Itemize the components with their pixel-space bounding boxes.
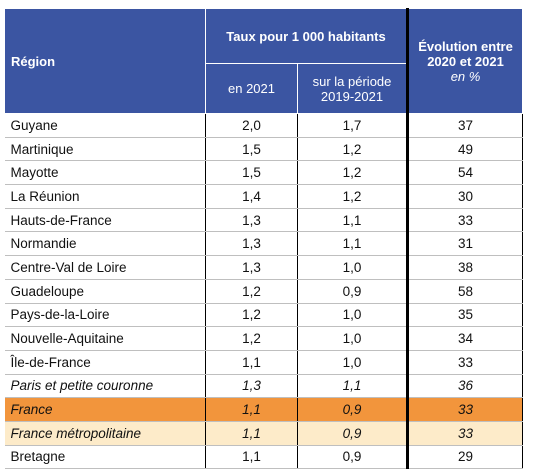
region-cell: Nouvelle-Aquitaine xyxy=(4,326,206,351)
table-row: Mayotte 1,5 1,2 54 xyxy=(4,160,524,186)
rate-2021-cell: 1,4 xyxy=(205,184,298,209)
table-row: France métropolitaine 1,1 0,9 33 xyxy=(4,421,524,446)
rate-period-cell: 1,1 xyxy=(296,374,408,399)
rate-period-cell: 1,0 xyxy=(296,303,408,328)
rate-2021-cell: 1,1 xyxy=(205,445,298,469)
table-body: Guyane 2,0 1,7 37 Martinique 1,5 1,2 49 Mayotte 1… xyxy=(4,113,524,469)
region-cell: Mayotte xyxy=(4,160,206,186)
rate-2021-cell: 1,5 xyxy=(205,160,298,186)
rate-period-cell: 1,1 xyxy=(296,208,408,233)
rate-2021-cell: 1,3 xyxy=(205,255,298,280)
header-rate-2021: en 2021 xyxy=(205,63,298,114)
evolution-cell: 33 xyxy=(406,208,524,233)
evolution-cell: 37 xyxy=(406,113,524,138)
rate-period-cell: 1,0 xyxy=(296,326,408,351)
rate-period-cell: 1,2 xyxy=(296,184,408,209)
evolution-cell: 36 xyxy=(406,374,524,399)
rate-period-cell: 1,0 xyxy=(296,255,408,280)
region-cell: Pays-de-la-Loire xyxy=(4,303,206,328)
table-row: Guyane 2,0 1,7 37 xyxy=(4,113,524,138)
rate-period-cell: 1,0 xyxy=(296,350,408,375)
region-cell: France métropolitaine xyxy=(4,421,206,446)
evolution-cell: 33 xyxy=(406,350,524,375)
table-row: Nouvelle-Aquitaine 1,2 1,0 34 xyxy=(4,326,524,351)
region-cell: Paris et petite couronne xyxy=(4,374,206,399)
evolution-cell: 33 xyxy=(406,421,524,446)
region-cell: Hauts-de-France xyxy=(4,208,206,233)
rate-2021-cell: 1,1 xyxy=(205,350,298,375)
rate-2021-cell: 1,2 xyxy=(205,279,298,304)
evolution-cell: 58 xyxy=(406,279,524,304)
header-evolution: Évolution entre 2020 et 2021 xyxy=(418,38,513,69)
table-row: Île-de-France 1,1 1,0 33 xyxy=(4,350,524,375)
rate-2021-cell: 1,2 xyxy=(205,303,298,328)
header-rate-period: sur la période 2019-2021 xyxy=(296,63,409,114)
region-cell: Martinique xyxy=(4,137,206,162)
evolution-cell: 54 xyxy=(406,160,524,186)
table-row: Hauts-de-France 1,3 1,1 33 xyxy=(4,208,524,233)
evolution-cell: 34 xyxy=(406,326,524,351)
table-row: France 1,1 0,9 33 xyxy=(4,397,524,422)
header-rate: Taux pour 1 000 habitants xyxy=(204,8,409,64)
region-cell: Île-de-France xyxy=(4,350,206,375)
table-row: La Réunion 1,4 1,2 30 xyxy=(4,184,524,209)
rate-2021-cell: 1,3 xyxy=(205,374,298,399)
table-row: Martinique 1,5 1,2 49 xyxy=(4,137,524,162)
header-region: Région xyxy=(4,8,206,114)
rate-period-cell: 1,2 xyxy=(296,137,408,162)
evolution-cell: 35 xyxy=(406,303,524,328)
table-wrap: Région Taux pour 1 000 habitants Évoluti… xyxy=(4,8,524,469)
rate-2021-cell: 1,1 xyxy=(205,397,298,422)
table: Région Taux pour 1 000 habitants Évoluti… xyxy=(4,8,524,469)
evolution-cell: 30 xyxy=(406,184,524,209)
rate-period-cell: 1,1 xyxy=(296,231,408,257)
region-cell: Centre-Val de Loire xyxy=(4,255,206,280)
evolution-cell: 31 xyxy=(406,231,524,257)
rate-2021-cell: 1,3 xyxy=(205,208,298,233)
header-evolution-unit: en % xyxy=(450,68,481,84)
region-cell: La Réunion xyxy=(4,184,206,209)
region-cell: Guyane xyxy=(4,113,206,138)
table-row: Centre-Val de Loire 1,3 1,0 38 xyxy=(4,255,524,280)
region-cell: Normandie xyxy=(4,231,206,257)
region-cell: France xyxy=(4,397,206,422)
rate-2021-cell: 1,3 xyxy=(205,231,298,257)
table-row: Pays-de-la-Loire 1,2 1,0 35 xyxy=(4,303,524,328)
evolution-cell: 29 xyxy=(406,445,524,469)
table-row: Bretagne 1,1 0,9 29 xyxy=(4,445,524,469)
rate-period-cell: 0,9 xyxy=(296,421,408,446)
rate-2021-cell: 1,2 xyxy=(205,326,298,351)
rate-period-cell: 1,7 xyxy=(296,113,408,138)
rate-2021-cell: 2,0 xyxy=(205,113,298,138)
rate-period-cell: 0,9 xyxy=(296,279,408,304)
region-cell: Guadeloupe xyxy=(4,279,206,304)
region-cell: Bretagne xyxy=(4,445,206,469)
table-row: Paris et petite couronne 1,3 1,1 36 xyxy=(4,374,524,399)
rate-2021-cell: 1,5 xyxy=(205,137,298,162)
table-row: Normandie 1,3 1,1 31 xyxy=(4,231,524,257)
rate-2021-cell: 1,1 xyxy=(205,421,298,446)
evolution-cell: 33 xyxy=(406,397,524,422)
rate-period-cell: 0,9 xyxy=(296,445,408,469)
table-row: Guadeloupe 1,2 0,9 58 xyxy=(4,279,524,304)
evolution-cell: 38 xyxy=(406,255,524,280)
header-evolution-cell: Évolution entre 2020 et 2021 en % xyxy=(406,8,524,114)
rate-period-cell: 1,2 xyxy=(296,160,408,186)
rate-period-cell: 0,9 xyxy=(296,397,408,422)
evolution-cell: 49 xyxy=(406,137,524,162)
